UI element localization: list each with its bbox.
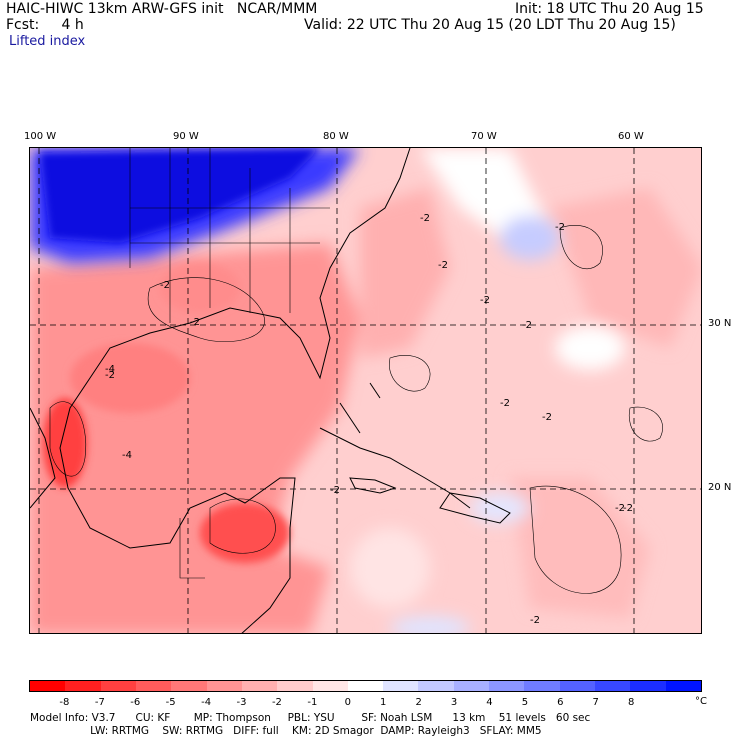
lat-label-20n: 20 N [708,482,732,493]
colorbar-segment [383,681,419,691]
colorbar-segment [489,681,525,691]
lon-label-60w: 60 W [618,131,644,142]
lat-label-30n: 30 N [708,318,732,329]
colorbar-segment [171,681,207,691]
colorbar-tick-label: -5 [165,697,176,708]
contour-label: -2 [330,485,340,496]
contour-label: -2 [480,295,490,306]
contour-label: -4 [122,450,132,461]
model-info-line2: LW: RRTMG SW: RRTMG DIFF: full KM: 2D Sm… [30,725,542,737]
contour-label: -2 [105,370,115,381]
colorbar-tick-label: -6 [130,697,141,708]
init-time: Init: 18 UTC Thu 20 Aug 15 [515,1,704,17]
contour-label: -2 [420,213,430,224]
lon-label-70w: 70 W [471,131,497,142]
strong-negative-areas [43,263,290,563]
colorbar-segment [453,681,490,691]
contour-label: -2 [160,280,170,291]
contour-label: -2 [438,260,448,271]
colorbar-tick-label: 4 [486,697,493,708]
political-borders [129,148,330,579]
colorbar-tick-label: -3 [236,697,247,708]
forecast-hour: Fcst: 4 h [6,17,84,33]
contour-label: -2 [623,503,633,514]
colorbar-segment [524,681,560,691]
colorbar-segment [277,681,313,691]
colorbar-tick-label: 3 [450,697,458,708]
lifted-index-map: -2 -2 -2 -2 -2 -2 -2 -2 -2 -2 -2 -2 -4 -… [29,147,702,634]
colorbar-segment [418,681,454,691]
colorbar-tick-label: 1 [380,697,387,708]
colorbar-tick-label: -2 [271,697,282,708]
colorbar-segment [30,681,66,691]
colorbar-tick-label: 0 [344,697,351,708]
colorbar-tick-label: -7 [94,697,105,708]
colorbar-unit: °C [695,696,707,707]
contour-label: -2 [522,320,532,331]
colorbar-segment [595,681,631,691]
colorbar-segment [665,681,701,691]
colorbar-segment [347,681,384,691]
contour-value-labels: -2 -2 -2 -2 -2 -2 -2 -2 -2 -2 -2 -2 -4 -… [105,213,633,626]
colorbar [29,680,702,692]
colorbar-segment [312,681,348,691]
colorbar-tick-label: -1 [307,697,318,708]
colorbar-tick-label: 7 [592,697,599,708]
contour-label: -2 [555,222,565,233]
lon-label-80w: 80 W [323,131,349,142]
contour-lines [49,225,663,594]
colorbar-segment [135,681,172,691]
contour-label: -2 [530,615,540,626]
colorbar-tick-label: 8 [627,697,635,708]
lon-label-90w: 90 W [173,131,199,142]
contour-label: -4 [105,364,115,375]
lat-lon-grid [30,148,701,633]
colorbar-tick-label: 6 [557,697,564,708]
colorbar-segment [100,681,136,691]
map-title: HAIC-HIWC 13km ARW-GFS init NCAR/MMM [6,1,318,17]
contour-label: -2 [615,503,625,514]
colorbar-tick-label: 5 [521,697,529,708]
neutral-areas [350,148,625,633]
field-name: Lifted index [9,34,86,49]
lon-label-100w: 100 W [24,131,57,142]
colorbar-segment [65,681,101,691]
colorbar-segment [630,681,666,691]
valid-time: Valid: 22 UTC Thu 20 Aug 15 (20 LDT Thu … [304,17,676,33]
model-info-line1: Model Info: V3.7 CU: KF MP: Thompson PBL… [30,712,591,724]
coastlines [30,148,511,633]
contour-label: -2 [500,398,510,409]
contour-label: -2 [190,317,200,328]
contour-label: -2 [542,412,552,423]
colorbar-segment [206,681,242,691]
colorbar-tick-label: -4 [201,697,212,708]
colorbar-segment [559,681,595,691]
colorbar-segment [241,681,278,691]
colorbar-tick-label: 2 [415,697,422,708]
colorbar-tick-label: -8 [59,697,70,708]
